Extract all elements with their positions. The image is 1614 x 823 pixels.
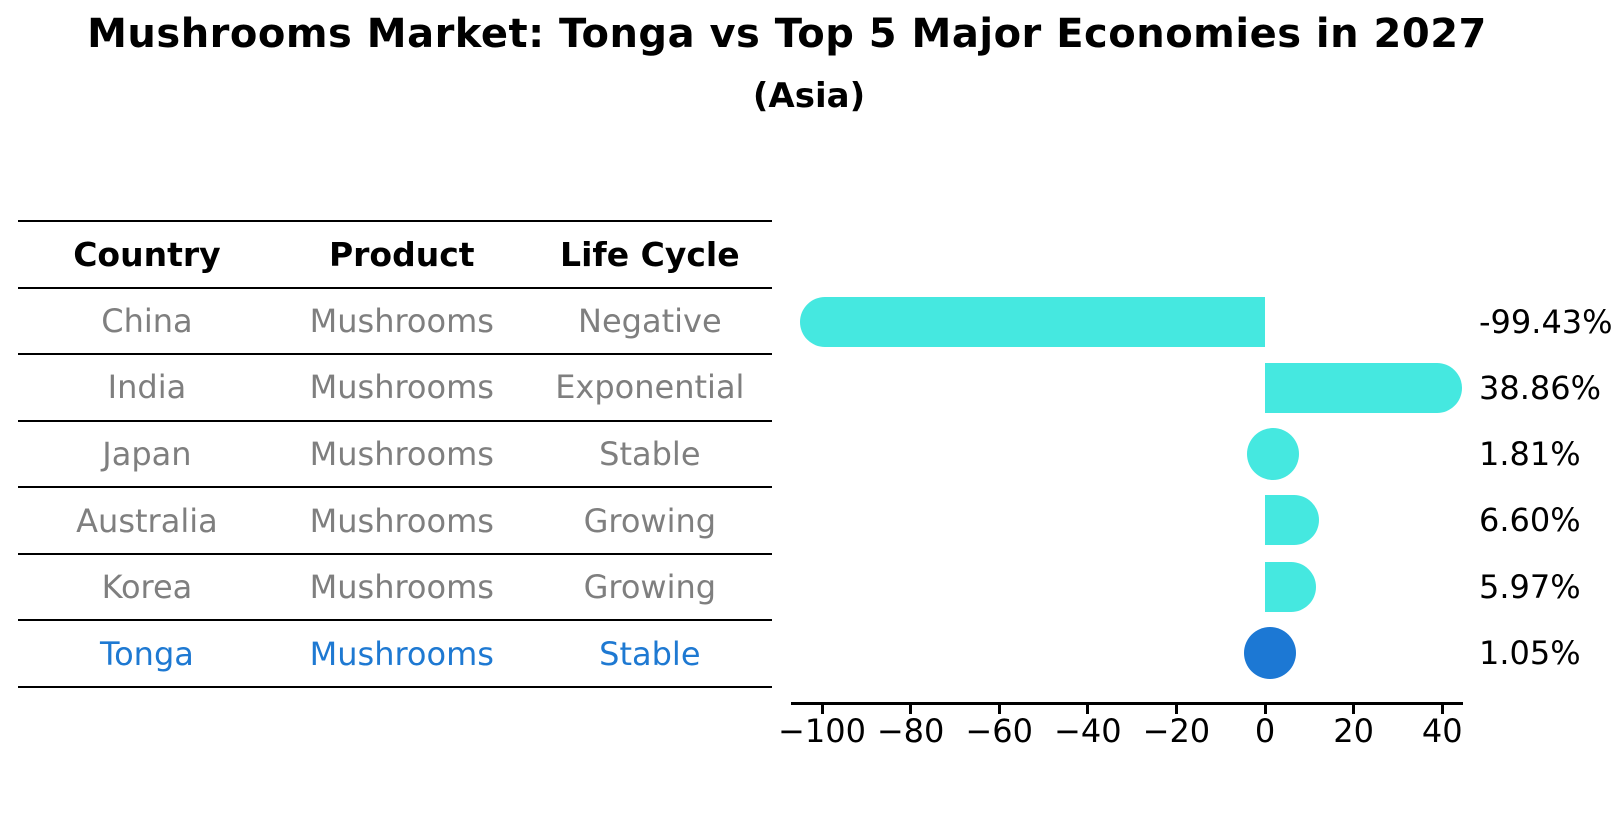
bar-australia [1265,495,1320,545]
value-label-india: 38.86% [1479,369,1602,407]
dot-tonga [1243,627,1296,679]
x-tick-label: −40 [1054,712,1122,750]
x-tick-mark [820,705,824,714]
x-tick-label: −80 [876,712,945,750]
lifecycle-cell: Negative [578,301,722,340]
bar-korea [1265,562,1317,612]
product-cell: Mushrooms [309,368,494,407]
x-tick-label: 0 [1254,712,1276,750]
x-tick-label: −100 [778,712,866,750]
value-label-tonga: 1.05% [1479,634,1581,672]
country-cell: China [101,301,193,340]
lifecycle-cell: Growing [583,501,717,540]
product-cell: Mushrooms [309,301,494,340]
lifecycle-cell: Stable [599,435,701,474]
lifecycle-cell: Exponential [555,368,745,407]
comparison-table: Country Product Life Cycle China Mushroo… [18,220,772,688]
value-label-australia: 6.60% [1479,501,1581,539]
table-row-japan: Japan Mushrooms Stable [18,419,772,487]
country-cell: Australia [76,501,218,540]
x-tick-label: 40 [1421,712,1463,750]
product-cell: Mushrooms [309,501,494,540]
country-cell: India [107,368,187,407]
x-tick-mark [997,705,1001,714]
table-header-row: Country Product Life Cycle [18,220,772,287]
table-header-country: Country [73,234,221,274]
bar-china [799,297,1265,347]
product-cell: Mushrooms [309,435,494,474]
value-label-japan: 1.81% [1479,435,1581,473]
table-header-product: Product [328,234,475,274]
dot-japan [1247,428,1300,480]
x-tick-mark [1263,705,1267,714]
x-tick-mark [1352,705,1356,714]
table-row-korea: Korea Mushrooms Growing [18,552,772,620]
chart-subtitle: (Asia) [752,76,866,116]
value-label-china: -99.43% [1479,303,1613,341]
table-row-australia: Australia Mushrooms Growing [18,486,772,553]
lifecycle-cell: Stable [599,634,701,673]
country-cell: Korea [101,568,193,607]
x-tick-mark [1440,705,1444,714]
product-cell: Mushrooms [309,568,494,607]
table-row-india: India Mushrooms Exponential [18,353,772,420]
x-tick-mark [1174,705,1178,714]
value-label-korea: 5.97% [1479,568,1581,606]
product-cell: Mushrooms [309,634,494,673]
table-row-china: China Mushrooms Negative [18,286,772,354]
x-tick-label: −60 [965,712,1033,750]
table-row-tonga: Tonga Mushrooms Stable [18,619,772,686]
x-tick-label: 20 [1333,712,1374,750]
x-tick-label: −20 [1142,712,1211,750]
lifecycle-cell: Growing [583,568,717,607]
country-cell: Tonga [99,634,194,673]
bar-india [1265,363,1463,413]
chart-title: Mushrooms Market: Tonga vs Top 5 Major E… [87,11,1487,57]
x-tick-mark [1086,705,1090,714]
x-axis-line [791,702,1463,705]
country-cell: Japan [102,435,192,474]
table-header-lifecycle: Life Cycle [560,234,740,274]
x-tick-mark [909,705,913,714]
